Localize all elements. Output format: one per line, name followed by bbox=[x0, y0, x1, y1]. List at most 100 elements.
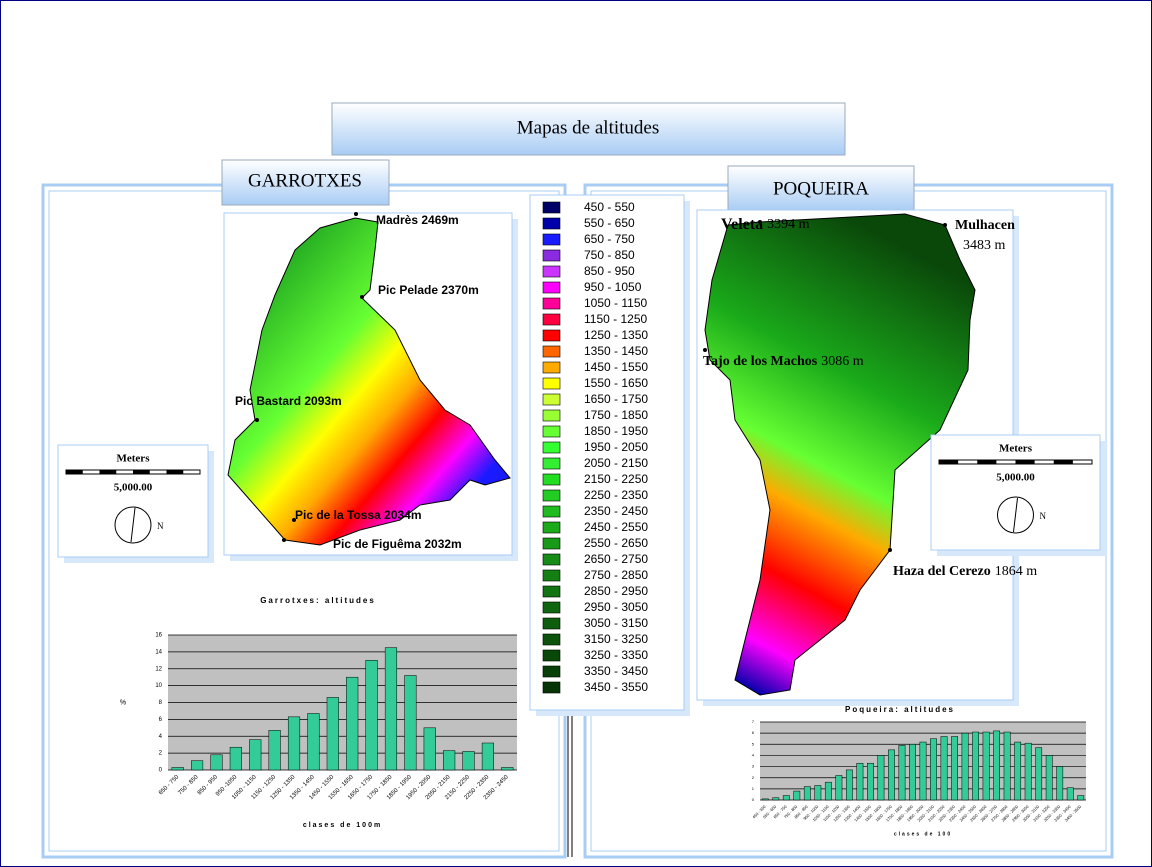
legend-swatch bbox=[542, 681, 561, 694]
legend-label: 1150 - 1250 bbox=[584, 312, 647, 326]
compass-north: N bbox=[157, 521, 164, 531]
y-tick-label: 5 bbox=[752, 741, 755, 746]
bar bbox=[972, 731, 979, 801]
legend-label: 450 - 550 bbox=[584, 200, 635, 214]
legend-label: 1950 - 2050 bbox=[584, 440, 648, 454]
legend-swatch bbox=[542, 233, 561, 246]
legend-swatch bbox=[542, 521, 561, 534]
right-title: POQUEIRA bbox=[773, 178, 869, 199]
peak-name: Mulhacen bbox=[955, 218, 1015, 233]
bar bbox=[423, 727, 436, 771]
left-map bbox=[227, 217, 511, 546]
legend-swatch bbox=[542, 617, 561, 630]
legend-swatch bbox=[542, 505, 561, 518]
bar bbox=[307, 713, 320, 771]
bar bbox=[951, 736, 958, 801]
bar bbox=[249, 739, 262, 771]
peak-marker bbox=[758, 220, 762, 224]
bar bbox=[191, 760, 204, 771]
peak-label: Haza del Cerezo 1864 m bbox=[893, 564, 1037, 579]
legend-swatch bbox=[542, 313, 561, 326]
scale-distance: 5,000.00 bbox=[114, 482, 153, 494]
peak-label: Tajo de los Machos 3086 m bbox=[703, 354, 864, 369]
y-tick-label: 7 bbox=[752, 719, 755, 724]
legend-label: 2750 - 2850 bbox=[584, 568, 648, 582]
compass bbox=[114, 506, 152, 544]
peak-marker bbox=[255, 418, 259, 422]
peak-marker bbox=[360, 295, 364, 299]
legend-label: 850 - 950 bbox=[584, 264, 635, 278]
bar bbox=[384, 647, 398, 771]
compass bbox=[997, 496, 1034, 534]
bar bbox=[268, 730, 281, 771]
legend-label: 1450 - 1550 bbox=[584, 360, 648, 374]
legend-label: 1850 - 1950 bbox=[584, 424, 648, 438]
bar bbox=[877, 755, 885, 801]
legend-swatch bbox=[542, 201, 561, 214]
y-tick-label: 0 bbox=[752, 797, 755, 802]
y-tick-label: 4 bbox=[752, 752, 755, 757]
bar bbox=[772, 797, 780, 801]
y-tick-label: 2 bbox=[752, 775, 755, 780]
legend-label: 3250 - 3350 bbox=[584, 648, 648, 662]
bar bbox=[1045, 755, 1053, 801]
y-tick-label: 1 bbox=[752, 786, 755, 791]
bar bbox=[462, 751, 475, 771]
legend-swatch bbox=[542, 649, 561, 662]
legend-swatch bbox=[542, 345, 561, 358]
peak-name: Tajo de los Machos bbox=[703, 354, 818, 369]
legend-label: 2450 - 2550 bbox=[584, 520, 648, 534]
peak-marker bbox=[282, 538, 286, 542]
legend: 450 - 550 550 - 650 650 - 750 750 - 850 850 … bbox=[542, 200, 648, 694]
legend-label: 1650 - 1750 bbox=[584, 392, 648, 406]
title: Mapas de altitudes bbox=[517, 117, 659, 138]
peak-label: Mulhacen bbox=[955, 218, 1015, 233]
bar bbox=[919, 741, 927, 801]
peak-label: Pic Bastard 2093m bbox=[235, 394, 342, 408]
peak-label: Pic de la Tossa 2034m bbox=[295, 508, 422, 522]
peak-elevation: 1864 m bbox=[995, 564, 1038, 579]
legend-swatch bbox=[542, 361, 561, 374]
legend-label: 1350 - 1450 bbox=[584, 344, 648, 358]
bar bbox=[171, 767, 184, 771]
y-tick-label: 8 bbox=[159, 700, 163, 706]
bar bbox=[1077, 795, 1085, 801]
peak-elevation: 3394 m bbox=[767, 217, 810, 232]
bar bbox=[835, 775, 843, 801]
bar bbox=[501, 767, 514, 771]
right-title-box bbox=[727, 165, 915, 212]
legend-swatch bbox=[542, 281, 561, 294]
legend-swatch bbox=[542, 425, 561, 438]
legend-label: 1050 - 1150 bbox=[584, 296, 647, 310]
legend-swatch bbox=[542, 457, 561, 470]
bar bbox=[814, 785, 822, 801]
bar bbox=[993, 730, 1001, 801]
peak-label: Pic de Figuêma 2032m bbox=[333, 537, 462, 551]
legend-label: 750 - 850 bbox=[584, 248, 635, 262]
y-tick-label: 6 bbox=[159, 717, 163, 723]
scale-unit: Meters bbox=[117, 453, 151, 465]
bar bbox=[940, 736, 948, 801]
chart-title: Poqueira: altitudes bbox=[845, 705, 955, 714]
legend-label: 2150 - 2250 bbox=[584, 472, 648, 486]
right-map bbox=[704, 213, 976, 696]
peak-marker bbox=[703, 348, 707, 352]
bar bbox=[961, 732, 969, 801]
peak-label: Pic Pelade 2370m bbox=[378, 283, 479, 297]
legend-label: 1250 - 1350 bbox=[584, 328, 648, 342]
bar bbox=[1035, 747, 1043, 801]
bar bbox=[867, 762, 874, 801]
bar bbox=[1024, 742, 1032, 801]
scale-box bbox=[930, 434, 1101, 551]
bar bbox=[824, 781, 832, 801]
legend-swatch bbox=[542, 265, 561, 278]
bar bbox=[404, 675, 417, 771]
compass-needle bbox=[1013, 497, 1018, 533]
y-axis-label: % bbox=[120, 699, 126, 706]
peak-elevation: 3483 m bbox=[963, 238, 1006, 253]
legend-swatch bbox=[542, 329, 561, 342]
scale-unit: Meters bbox=[999, 443, 1033, 455]
legend-swatch bbox=[542, 249, 561, 262]
y-tick-label: 0 bbox=[159, 768, 163, 774]
y-tick-label: 10 bbox=[155, 683, 162, 689]
